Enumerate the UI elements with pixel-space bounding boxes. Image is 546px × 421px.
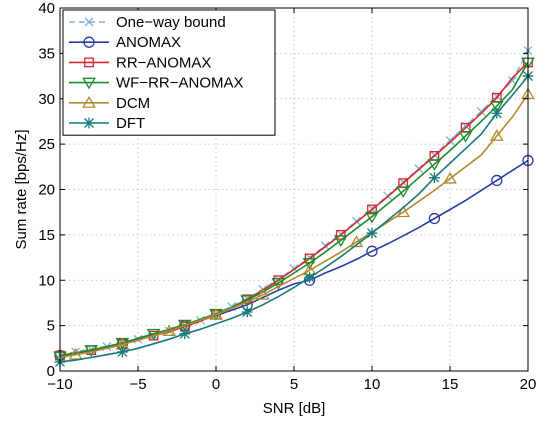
y-axis-label: Sum rate [bps/Hz] xyxy=(13,129,30,249)
legend-label: One−way bound xyxy=(116,14,226,31)
marker-star xyxy=(242,307,253,318)
y-tick-label: 20 xyxy=(38,182,55,199)
y-tick-label: 15 xyxy=(38,227,55,244)
x-tick-label: 20 xyxy=(520,376,537,393)
x-tick-label: 0 xyxy=(212,376,220,393)
data-point xyxy=(491,108,502,119)
marker-star xyxy=(491,108,502,119)
y-tick-label: 40 xyxy=(38,0,55,17)
legend-label: DFT xyxy=(116,115,145,132)
data-point xyxy=(304,272,315,283)
data-point xyxy=(117,347,128,358)
marker-star xyxy=(84,118,95,129)
series-1 xyxy=(55,155,533,360)
legend-label: WF−RR−ANOMAX xyxy=(116,75,244,92)
x-tick-label: 5 xyxy=(290,376,298,393)
legend-marker xyxy=(84,118,95,129)
marker-star xyxy=(179,328,190,339)
data-point xyxy=(367,228,378,239)
data-point xyxy=(429,172,440,183)
x-tick-label: 10 xyxy=(364,376,381,393)
y-tick-label: 25 xyxy=(38,136,55,153)
data-point xyxy=(242,307,253,318)
legend: One−way bound ANOMAX RR−ANOMAX WF−RR−ANOMAX… xyxy=(63,10,275,135)
y-tick-label: 35 xyxy=(38,45,55,62)
y-tick-label: 30 xyxy=(38,91,55,108)
marker-star xyxy=(429,172,440,183)
y-tick-label: 10 xyxy=(38,272,55,289)
x-tick-label: 15 xyxy=(442,376,459,393)
marker-star xyxy=(367,228,378,239)
y-tick-label: 0 xyxy=(47,363,55,380)
y-tick-label: 5 xyxy=(47,318,55,335)
legend-label: DCM xyxy=(116,95,150,112)
x-tick-label: −5 xyxy=(129,376,146,393)
legend-label: RR−ANOMAX xyxy=(116,54,211,71)
x-axis-label: SNR [dB] xyxy=(263,400,326,417)
data-point xyxy=(179,328,190,339)
marker-star xyxy=(117,347,128,358)
marker-star xyxy=(304,272,315,283)
legend-label: ANOMAX xyxy=(116,34,181,51)
